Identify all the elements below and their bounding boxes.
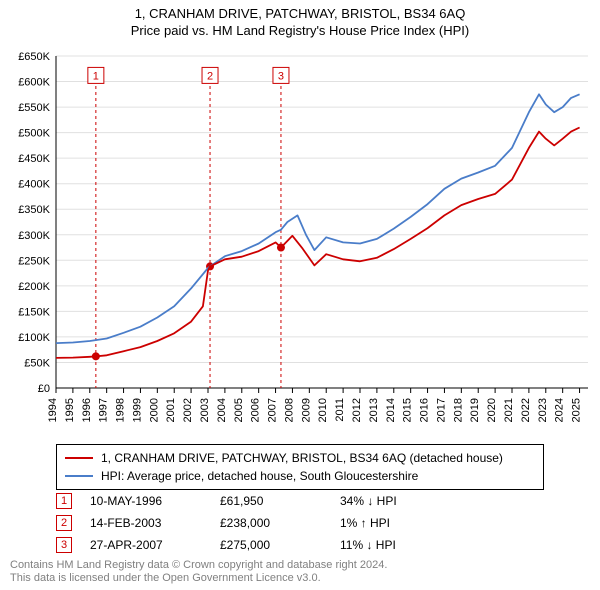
event-hpi-delta: 11% ↓ HPI <box>340 538 460 552</box>
event-badge: 1 <box>56 493 72 509</box>
svg-text:2001: 2001 <box>165 398 177 422</box>
svg-text:2011: 2011 <box>334 398 346 422</box>
svg-text:2025: 2025 <box>571 398 583 422</box>
event-date: 14-FEB-2003 <box>90 516 220 530</box>
svg-text:1997: 1997 <box>98 398 110 422</box>
event-row: 3 27-APR-2007£275,00011% ↓ HPI <box>56 534 460 556</box>
svg-text:£500K: £500K <box>18 128 50 140</box>
svg-text:£100K: £100K <box>18 332 50 344</box>
event-price: £61,950 <box>220 494 340 508</box>
event-price: £238,000 <box>220 516 340 530</box>
svg-text:2013: 2013 <box>368 398 380 422</box>
svg-text:£450K: £450K <box>18 153 50 165</box>
svg-text:2005: 2005 <box>233 398 245 422</box>
legend-swatch <box>65 475 93 477</box>
svg-text:2014: 2014 <box>385 398 397 422</box>
chart-title-line1: 1, CRANHAM DRIVE, PATCHWAY, BRISTOL, BS3… <box>0 6 600 23</box>
svg-text:£350K: £350K <box>18 204 50 216</box>
svg-text:2002: 2002 <box>182 398 194 422</box>
legend-label: HPI: Average price, detached house, Sout… <box>101 467 418 485</box>
svg-text:1998: 1998 <box>115 398 127 422</box>
svg-text:2003: 2003 <box>199 398 211 422</box>
svg-text:2021: 2021 <box>503 398 515 422</box>
svg-text:1996: 1996 <box>81 398 93 422</box>
svg-text:£400K: £400K <box>18 179 50 191</box>
svg-text:2006: 2006 <box>250 398 262 422</box>
svg-text:1995: 1995 <box>64 398 76 422</box>
legend-label: 1, CRANHAM DRIVE, PATCHWAY, BRISTOL, BS3… <box>101 449 503 467</box>
event-badge: 3 <box>56 537 72 553</box>
svg-text:2008: 2008 <box>283 398 295 422</box>
event-row: 2 14-FEB-2003£238,0001% ↑ HPI <box>56 512 460 534</box>
svg-text:£250K: £250K <box>18 255 50 267</box>
svg-text:2018: 2018 <box>452 398 464 422</box>
line-chart-svg: £0 £50K £100K £150K £200K £250K £300K £350K £400… <box>0 44 600 440</box>
footer-line: Contains HM Land Registry data © Crown c… <box>10 559 387 573</box>
svg-text:2017: 2017 <box>435 398 447 422</box>
svg-text:2004: 2004 <box>216 398 228 422</box>
event-price: £275,000 <box>220 538 340 552</box>
svg-text:£600K: £600K <box>18 77 50 89</box>
svg-text:£650K: £650K <box>18 51 50 63</box>
svg-text:£50K: £50K <box>24 357 50 369</box>
svg-text:1: 1 <box>93 70 99 82</box>
svg-text:2019: 2019 <box>469 398 481 422</box>
event-list: 1 10-MAY-1996£61,95034% ↓ HPI 2 14-FEB-2003… <box>56 490 460 556</box>
svg-text:2: 2 <box>207 70 213 82</box>
svg-text:£150K: £150K <box>18 306 50 318</box>
chart-title-line2: Price paid vs. HM Land Registry's House … <box>0 23 600 40</box>
legend-item-hpi: HPI: Average price, detached house, Sout… <box>65 467 535 485</box>
svg-text:2022: 2022 <box>520 398 532 422</box>
svg-text:1999: 1999 <box>131 398 143 422</box>
svg-text:2009: 2009 <box>300 398 312 422</box>
svg-text:£0: £0 <box>38 383 50 395</box>
legend-swatch <box>65 457 93 459</box>
event-hpi-delta: 34% ↓ HPI <box>340 494 460 508</box>
event-row: 1 10-MAY-1996£61,95034% ↓ HPI <box>56 490 460 512</box>
svg-text:£300K: £300K <box>18 230 50 242</box>
svg-text:2000: 2000 <box>148 398 160 422</box>
chart-area: £0 £50K £100K £150K £200K £250K £300K £350K £400… <box>0 44 600 440</box>
svg-text:£550K: £550K <box>18 102 50 114</box>
svg-text:3: 3 <box>278 70 284 82</box>
footer-attribution: Contains HM Land Registry data © Crown c… <box>10 559 387 587</box>
svg-text:2024: 2024 <box>554 398 566 422</box>
legend-item-price-paid: 1, CRANHAM DRIVE, PATCHWAY, BRISTOL, BS3… <box>65 449 535 467</box>
footer-line: This data is licensed under the Open Gov… <box>10 572 387 586</box>
svg-text:1994: 1994 <box>47 398 59 422</box>
svg-text:2023: 2023 <box>537 398 549 422</box>
svg-text:2020: 2020 <box>486 398 498 422</box>
event-hpi-delta: 1% ↑ HPI <box>340 516 460 530</box>
svg-text:2015: 2015 <box>402 398 414 422</box>
svg-text:2010: 2010 <box>317 398 329 422</box>
event-date: 10-MAY-1996 <box>90 494 220 508</box>
svg-text:£200K: £200K <box>18 281 50 293</box>
svg-text:2016: 2016 <box>419 398 431 422</box>
svg-text:2007: 2007 <box>267 398 279 422</box>
event-date: 27-APR-2007 <box>90 538 220 552</box>
event-badge: 2 <box>56 515 72 531</box>
legend: 1, CRANHAM DRIVE, PATCHWAY, BRISTOL, BS3… <box>56 444 544 490</box>
svg-text:2012: 2012 <box>351 398 363 422</box>
